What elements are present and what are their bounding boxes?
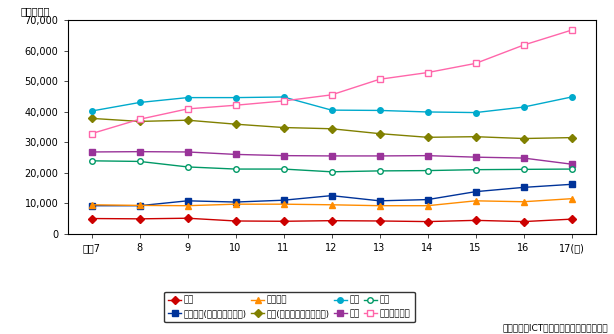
Text: （十億円）: （十億円） [20, 6, 49, 16]
Text: （出典）『ICTの経済分析に関する調査』: （出典）『ICTの経済分析に関する調査』 [502, 323, 608, 332]
Legend: 鉄銖, 電気機械(除情報通信機器), 輸送機械, 建設(除電気通信施設建設), 卵売, 小売, 運輸, 情報通信産業: 鉄銖, 電気機械(除情報通信機器), 輸送機械, 建設(除電気通信施設建設), … [164, 292, 414, 322]
